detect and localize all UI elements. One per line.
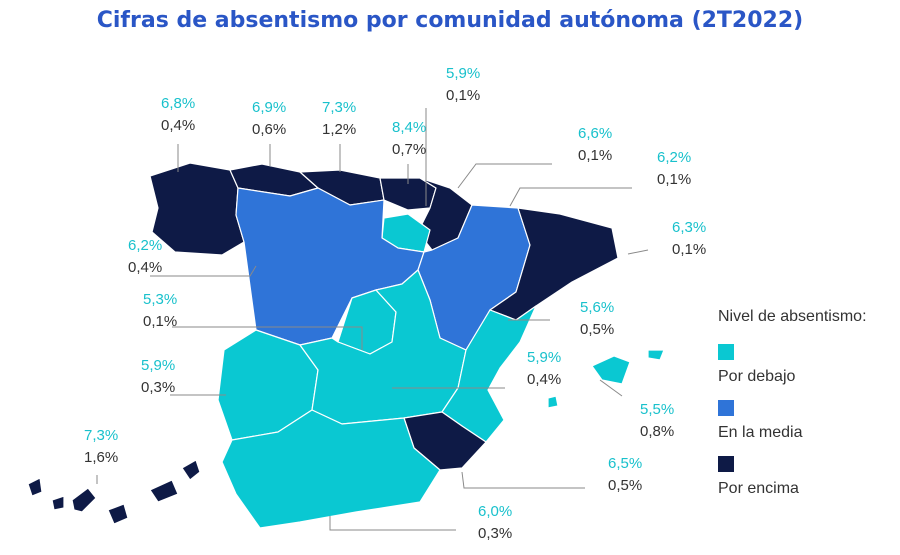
map-title: Cifras de absentismo por comunidad autón… — [96, 8, 804, 33]
label-navarra: 5,9% 0,1% — [446, 65, 480, 104]
svg-text:0,8%: 0,8% — [640, 423, 674, 440]
label-la-rioja: 6,3% 0,1% — [672, 219, 706, 258]
region-andalucia[interactable] — [221, 409, 441, 529]
svg-text:5,9%: 5,9% — [527, 349, 561, 366]
svg-text:5,5%: 5,5% — [640, 401, 674, 418]
value-labels: 6,8% 0,4% 6,9% 0,6% 7,3% 1,2% 8,4% 0,7% 5,9%… — [84, 65, 706, 542]
label-andalucia: 6,0% 0,3% — [478, 503, 512, 542]
region-canarias[interactable] — [27, 459, 201, 525]
legend-swatch-above — [718, 456, 734, 472]
svg-text:0,3%: 0,3% — [141, 379, 175, 396]
legend-label-below: Por debajo — [718, 368, 796, 385]
svg-text:0,1%: 0,1% — [578, 147, 612, 164]
label-castilla-la-mancha: 5,9% 0,4% — [527, 349, 561, 388]
svg-text:7,3%: 7,3% — [84, 427, 118, 444]
svg-text:0,5%: 0,5% — [580, 321, 614, 338]
svg-text:0,1%: 0,1% — [446, 87, 480, 104]
svg-text:0,6%: 0,6% — [252, 121, 286, 138]
svg-text:0,4%: 0,4% — [161, 117, 195, 134]
svg-text:8,4%: 8,4% — [392, 119, 426, 136]
region-baleares[interactable] — [547, 349, 665, 409]
svg-text:6,5%: 6,5% — [608, 455, 642, 472]
label-galicia: 6,8% 0,4% — [161, 95, 195, 134]
legend-swatch-average — [718, 400, 734, 416]
label-baleares: 5,5% 0,8% — [640, 401, 674, 440]
svg-text:0,1%: 0,1% — [672, 241, 706, 258]
svg-text:6,8%: 6,8% — [161, 95, 195, 112]
svg-text:0,3%: 0,3% — [478, 525, 512, 542]
svg-text:6,2%: 6,2% — [657, 149, 691, 166]
svg-text:7,3%: 7,3% — [322, 99, 356, 116]
svg-text:0,1%: 0,1% — [657, 171, 691, 188]
label-cantabria: 7,3% 1,2% — [322, 99, 356, 138]
legend-swatch-below — [718, 344, 734, 360]
label-murcia: 6,5% 0,5% — [608, 455, 642, 494]
svg-text:5,6%: 5,6% — [580, 299, 614, 316]
region-galicia[interactable] — [149, 162, 245, 256]
label-madrid: 5,3% 0,1% — [143, 291, 177, 330]
svg-text:6,2%: 6,2% — [128, 237, 162, 254]
leader-lines — [96, 108, 649, 531]
label-comunidad-valenciana: 5,6% 0,5% — [580, 299, 614, 338]
legend-item-below: Por debajo — [718, 344, 898, 386]
label-extremadura: 5,9% 0,3% — [141, 357, 175, 396]
label-aragon: 6,6% 0,1% — [578, 125, 612, 164]
label-asturias: 6,9% 0,6% — [252, 99, 286, 138]
legend-label-above: Por encima — [718, 480, 799, 497]
svg-text:0,4%: 0,4% — [527, 371, 561, 388]
label-cataluna: 6,2% 0,1% — [657, 149, 691, 188]
label-canarias: 7,3% 1,6% — [84, 427, 118, 466]
svg-text:0,1%: 0,1% — [143, 313, 177, 330]
svg-text:6,9%: 6,9% — [252, 99, 286, 116]
svg-text:5,9%: 5,9% — [141, 357, 175, 374]
legend-item-above: Por encima — [718, 456, 898, 498]
label-castilla-leon: 6,2% 0,4% — [128, 237, 162, 276]
svg-text:0,5%: 0,5% — [608, 477, 642, 494]
svg-text:5,3%: 5,3% — [143, 291, 177, 308]
svg-text:0,7%: 0,7% — [392, 141, 426, 158]
svg-text:1,2%: 1,2% — [322, 121, 356, 138]
svg-text:6,6%: 6,6% — [578, 125, 612, 142]
legend-title: Nivel de absentismo: — [718, 308, 867, 325]
regions-layer — [27, 162, 665, 529]
label-pais-vasco: 8,4% 0,7% — [392, 119, 426, 158]
svg-text:6,3%: 6,3% — [672, 219, 706, 236]
legend-label-average: En la media — [718, 424, 803, 441]
svg-text:0,4%: 0,4% — [128, 259, 162, 276]
legend: Nivel de absentismo: Por debajo En la me… — [718, 308, 898, 512]
legend-item-average: En la media — [718, 400, 898, 442]
svg-text:5,9%: 5,9% — [446, 65, 480, 82]
svg-text:1,6%: 1,6% — [84, 449, 118, 466]
svg-text:6,0%: 6,0% — [478, 503, 512, 520]
